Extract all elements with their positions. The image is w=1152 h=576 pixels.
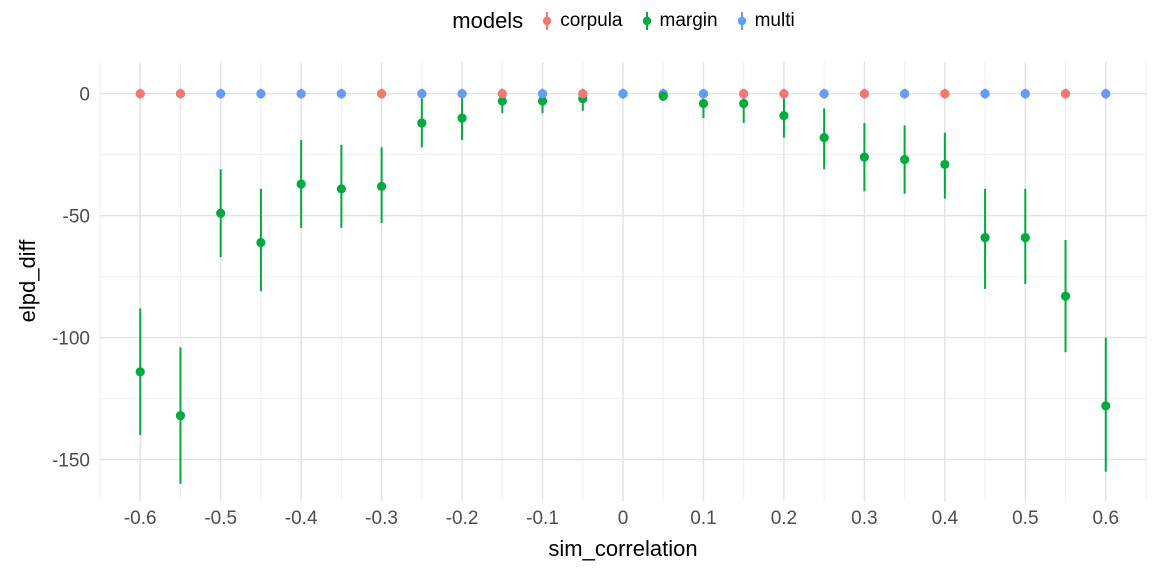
point-margin: [377, 181, 387, 191]
point-margin: [336, 184, 346, 194]
point-corpula: [175, 89, 186, 99]
point-multi: [537, 89, 548, 99]
y-tick-label: -50: [63, 207, 90, 228]
legend-item-corpula: corpula: [541, 9, 623, 33]
legend-title: models: [452, 8, 524, 33]
point-margin: [135, 367, 145, 377]
point-corpula: [1060, 89, 1071, 99]
point-margin: [698, 98, 709, 109]
point-margin: [940, 159, 950, 170]
point-margin: [1060, 291, 1071, 301]
point-margin: [256, 237, 266, 248]
point-margin: [658, 91, 668, 101]
legend-label-multi: multi: [754, 10, 795, 31]
point-corpula: [940, 89, 950, 99]
point-margin: [1020, 233, 1030, 243]
legend-item-multi: multi: [736, 9, 795, 33]
point-multi: [256, 89, 266, 99]
legend-label-corpula: corpula: [560, 10, 623, 31]
point-margin: [457, 113, 467, 123]
legend-item-margin: margin: [641, 9, 718, 33]
pointrange-icon-corpula: [542, 12, 552, 30]
x-tick-label: 0.4: [932, 508, 959, 529]
x-tick-label: -0.2: [446, 508, 479, 529]
point-margin: [980, 233, 990, 243]
y-tick-label: 0: [79, 85, 90, 106]
point-multi: [457, 89, 467, 99]
point-multi: [618, 89, 628, 99]
y-axis-title: elpd_diff: [15, 239, 40, 323]
point-multi: [698, 89, 709, 99]
x-tick-label: -0.5: [204, 508, 237, 529]
point-margin: [819, 133, 829, 143]
point-corpula: [739, 89, 749, 99]
point-corpula: [377, 89, 387, 99]
y-tick-label: -150: [52, 451, 90, 472]
x-tick-label: 0.6: [1093, 508, 1119, 529]
x-tick-label: 0.5: [1012, 508, 1038, 529]
point-multi: [1101, 89, 1111, 99]
y-tick-label: -100: [52, 329, 90, 350]
point-corpula: [578, 89, 588, 99]
chart-legend: models corpula margin multi: [95, 8, 1152, 34]
x-tick-label: 0.3: [851, 508, 877, 529]
point-margin: [497, 96, 507, 106]
pointrange-icon-margin: [642, 12, 651, 30]
x-tick-label: -0.6: [124, 508, 157, 529]
x-tick-label: 0.1: [690, 508, 716, 529]
point-corpula: [497, 89, 507, 99]
point-margin: [779, 111, 789, 121]
x-axis-title: sim_correlation: [548, 536, 698, 561]
point-multi: [336, 89, 346, 99]
x-tick-label: -0.1: [526, 508, 559, 529]
point-multi: [1020, 89, 1030, 99]
point-multi: [216, 89, 226, 99]
point-margin: [900, 154, 910, 165]
x-tick-label: 0.2: [771, 508, 797, 529]
point-corpula: [859, 89, 869, 99]
legend-label-margin: margin: [659, 10, 718, 31]
point-margin: [175, 411, 186, 421]
point-corpula: [779, 89, 789, 99]
x-tick-label: 0: [618, 508, 629, 529]
point-multi: [819, 89, 829, 99]
point-multi: [417, 89, 427, 99]
point-multi: [980, 89, 990, 99]
point-margin: [296, 179, 306, 189]
point-margin: [859, 152, 869, 162]
x-tick-label: -0.3: [365, 508, 398, 529]
point-multi: [900, 89, 910, 99]
point-margin: [1101, 401, 1111, 411]
point-corpula: [135, 89, 145, 99]
point-margin: [216, 208, 226, 218]
x-tick-label: -0.4: [285, 508, 318, 529]
pointrange-icon-multi: [737, 12, 746, 30]
point-margin: [537, 96, 548, 106]
point-multi: [296, 89, 306, 99]
point-margin: [417, 118, 427, 128]
point-margin: [739, 98, 749, 109]
